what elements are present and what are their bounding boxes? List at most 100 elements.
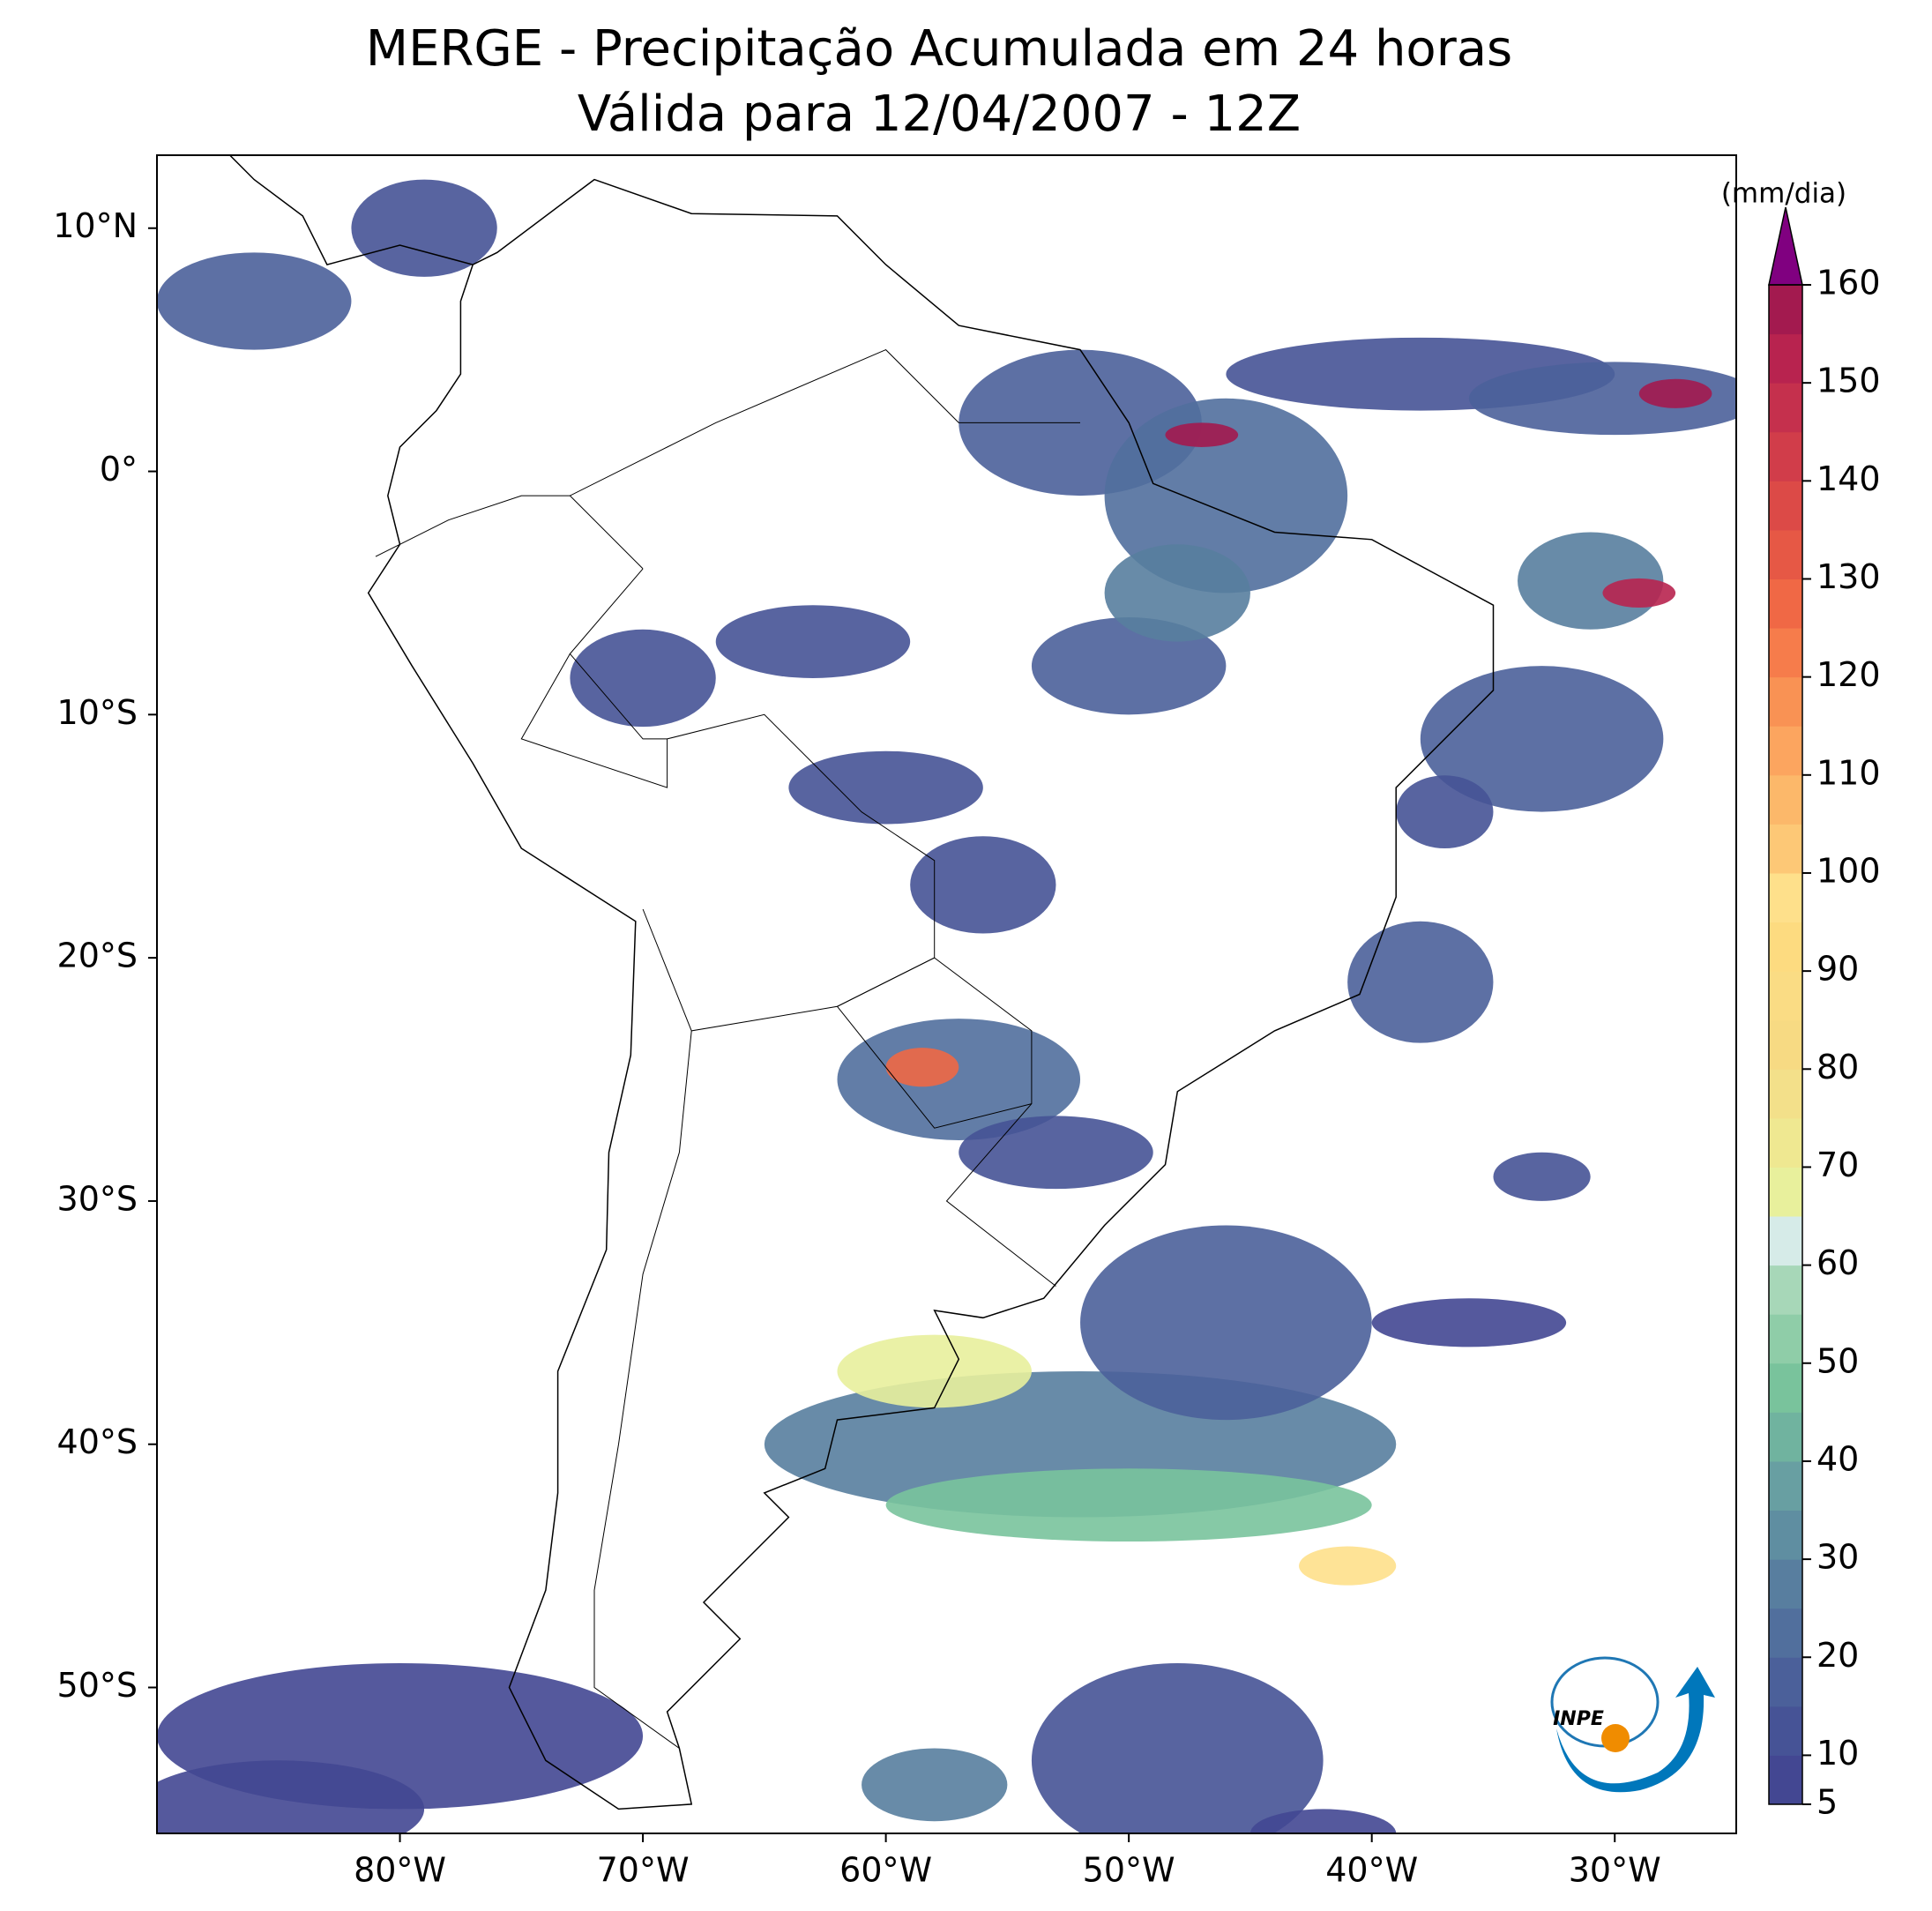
colorbar-band — [1769, 922, 1802, 972]
colorbar-tick-label: 80 — [1816, 1048, 1859, 1086]
colorbar-band — [1769, 1362, 1802, 1413]
colorbar-tick-label: 160 — [1816, 264, 1881, 302]
precip-area — [1031, 617, 1227, 715]
x-tick-label: 40°W — [1325, 1851, 1418, 1890]
colorbar-tick-label: 90 — [1816, 950, 1859, 989]
precip-area — [1080, 1225, 1372, 1421]
precip-area — [885, 1048, 959, 1087]
precip-area — [1104, 398, 1348, 593]
precip-area — [910, 836, 1056, 934]
precip-area — [1468, 362, 1736, 436]
colorbar-tick-label: 130 — [1816, 557, 1881, 596]
colorbar-tick-label: 10 — [1816, 1734, 1859, 1773]
colorbar-band — [1769, 1019, 1802, 1070]
colorbar-band — [1769, 1167, 1802, 1217]
x-tick-label: 80°W — [354, 1851, 446, 1890]
colorbar-frame — [1768, 284, 1803, 1805]
precip-area — [1347, 921, 1494, 1043]
y-tick-label: 30°S — [57, 1179, 138, 1218]
colorbar-tick-label: 140 — [1816, 459, 1881, 498]
chart-subtitle: Válida para 12/04/2007 - 12Z — [578, 86, 1301, 143]
border — [642, 908, 935, 1032]
colorbar-band — [1769, 1460, 1802, 1512]
colorbar-tick-label: 60 — [1816, 1243, 1859, 1282]
colorbar-band — [1769, 774, 1802, 825]
colorbar-band — [1769, 1314, 1802, 1364]
colorbar-band — [1769, 872, 1802, 923]
precip-area — [788, 750, 983, 825]
colorbar-band — [1769, 1412, 1802, 1462]
colorbar-tick-label: 110 — [1816, 753, 1881, 792]
colorbar-tick-label: 50 — [1816, 1341, 1859, 1380]
coastline — [228, 155, 1495, 1810]
colorbar-band — [1769, 579, 1802, 629]
y-tick-label: 10°N — [53, 206, 138, 245]
x-tick-label: 60°W — [839, 1851, 932, 1890]
border — [520, 653, 668, 788]
y-tick-label: 40°S — [57, 1422, 138, 1461]
colorbar-band — [1769, 431, 1802, 481]
colorbar-band — [1769, 1510, 1802, 1560]
colorbar-tick-label: 5 — [1816, 1783, 1838, 1822]
precip-area — [1638, 378, 1712, 408]
colorbar-band — [1769, 1265, 1802, 1315]
precip-area — [1031, 1662, 1324, 1833]
colorbar-band — [1769, 1755, 1802, 1805]
y-tick-label: 50°S — [57, 1666, 138, 1705]
border — [375, 495, 571, 557]
precip-area — [862, 1748, 1008, 1822]
colorbar-band — [1769, 285, 1802, 335]
colorbar-band — [1769, 824, 1802, 874]
colorbar-band — [1769, 1559, 1802, 1609]
precip-area — [1602, 578, 1676, 608]
y-tick-label: 0° — [100, 450, 138, 489]
colorbar-band — [1769, 1216, 1802, 1266]
chart-title: MERGE - Precipitação Acumulada em 24 hor… — [366, 20, 1512, 78]
precip-area — [1249, 1809, 1397, 1833]
logo: INPE — [1525, 1631, 1715, 1808]
precip-area — [1396, 775, 1494, 849]
map-content — [157, 155, 1736, 1833]
precip-area — [837, 1334, 1032, 1408]
colorbar-tick-label: 70 — [1816, 1146, 1859, 1184]
colorbar-tick-label: 100 — [1816, 851, 1881, 890]
colorbar-band — [1769, 1069, 1802, 1119]
border — [836, 957, 1033, 1129]
colorbar-band — [1769, 676, 1802, 727]
colorbar-band — [1769, 1608, 1802, 1658]
colorbar-band — [1769, 1117, 1802, 1168]
colorbar-tick-label: 150 — [1816, 362, 1881, 400]
colorbar-band — [1769, 529, 1802, 579]
x-tick-label: 30°W — [1569, 1851, 1661, 1890]
precip-area — [1299, 1546, 1397, 1586]
border — [569, 568, 1056, 1287]
y-tick-label: 20°S — [57, 937, 138, 975]
colorbar-tick-label: 40 — [1816, 1439, 1859, 1478]
colorbar-band — [1769, 1706, 1802, 1756]
precip-area — [1165, 422, 1239, 447]
colorbar-extend — [1768, 206, 1803, 286]
x-tick-label: 70°W — [597, 1851, 690, 1890]
map-area — [157, 155, 1736, 1833]
precip-area — [157, 1760, 425, 1833]
colorbar-tick-label: 20 — [1816, 1636, 1859, 1675]
colorbar-band — [1769, 333, 1802, 384]
precip-area — [1371, 1298, 1567, 1347]
border — [593, 1030, 692, 1749]
precip-area — [1493, 1152, 1591, 1201]
logo-sun — [1601, 1724, 1630, 1752]
precip-area — [351, 179, 497, 277]
colorbar-band — [1769, 383, 1802, 433]
colorbar-label: (mm/dia) — [1721, 178, 1846, 210]
precip-area — [1104, 544, 1250, 642]
precip-area — [885, 1468, 1372, 1542]
map-frame — [156, 154, 1737, 1834]
precip-area — [715, 605, 911, 678]
x-tick-label: 50°W — [1083, 1851, 1175, 1890]
colorbar-band — [1769, 1657, 1802, 1707]
colorbar-band — [1769, 726, 1802, 776]
y-tick-label: 10°S — [57, 693, 138, 732]
colorbar-band — [1769, 481, 1802, 531]
precip-area — [157, 252, 352, 350]
